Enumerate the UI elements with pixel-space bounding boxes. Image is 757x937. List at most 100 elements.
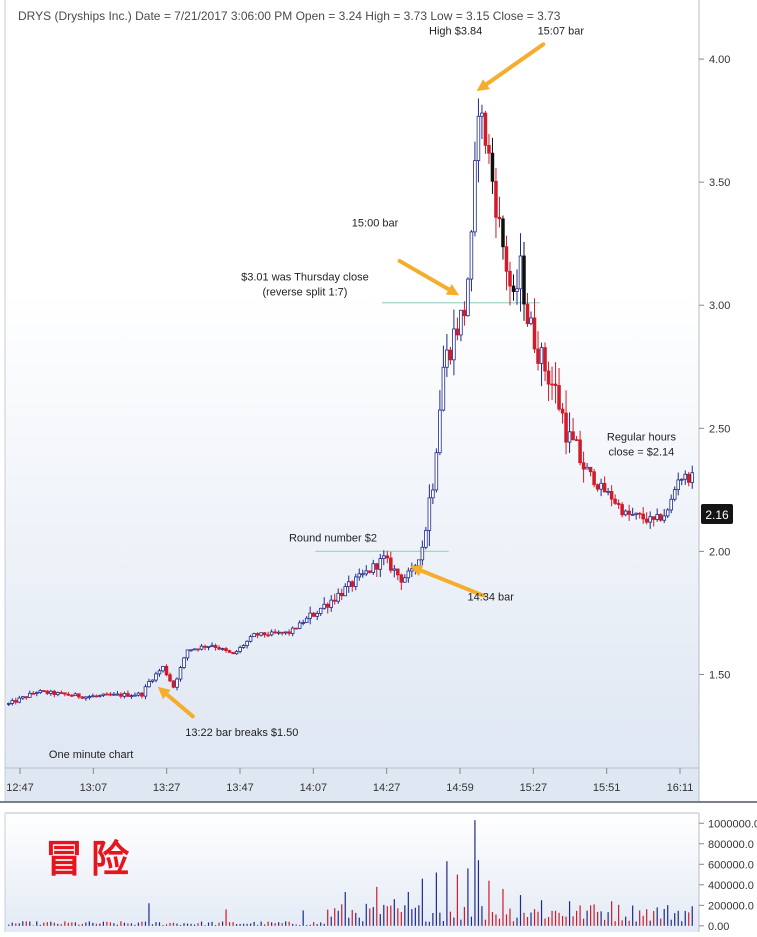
candle-body xyxy=(585,466,589,470)
candle xyxy=(273,629,277,634)
candle-body xyxy=(504,246,509,272)
candle-body xyxy=(210,645,214,647)
candle-body xyxy=(424,530,428,548)
x-tick-label: 13:27 xyxy=(153,782,181,794)
candle xyxy=(231,652,235,655)
candle-body xyxy=(648,516,652,523)
candle-body xyxy=(52,690,57,695)
x-tick-label: 13:47 xyxy=(226,782,254,794)
candle xyxy=(168,672,172,683)
candle xyxy=(63,692,67,697)
candle-body xyxy=(10,700,15,704)
candle-body xyxy=(546,370,551,385)
candle xyxy=(592,468,596,488)
candle-body xyxy=(641,513,645,520)
candle-body xyxy=(185,649,190,659)
candle-body xyxy=(199,645,204,650)
candle xyxy=(434,448,439,493)
candle-body xyxy=(17,697,22,703)
candle xyxy=(287,629,291,636)
candle-body xyxy=(525,303,530,325)
candle xyxy=(368,570,372,574)
candle xyxy=(220,647,225,651)
candle xyxy=(346,575,351,593)
candle-body xyxy=(28,692,32,698)
candle-body xyxy=(101,693,106,696)
candle xyxy=(164,664,169,677)
candle-body xyxy=(318,607,323,614)
candle-body xyxy=(434,452,439,491)
arrow-shaft xyxy=(419,568,486,598)
candle-body xyxy=(175,678,179,688)
candle-body xyxy=(283,631,288,634)
candle xyxy=(73,692,78,697)
candle xyxy=(119,692,123,699)
candle-body xyxy=(574,439,579,442)
arrow-13-22 xyxy=(157,686,195,719)
candle-body xyxy=(616,502,621,505)
candle-body xyxy=(553,383,558,386)
candle xyxy=(280,631,284,636)
candle xyxy=(28,690,32,698)
candle xyxy=(112,692,116,696)
candle xyxy=(420,540,425,565)
candle-body xyxy=(354,576,358,587)
annotation-1507-label: 15:07 bar xyxy=(538,25,585,37)
candle xyxy=(84,696,88,701)
candle-body xyxy=(220,648,225,650)
candle-body xyxy=(252,633,256,638)
candle xyxy=(494,167,498,239)
candle-body xyxy=(665,509,670,517)
candle-body xyxy=(403,577,407,583)
candle-body xyxy=(515,288,519,292)
candle xyxy=(658,513,663,522)
candle-body xyxy=(620,504,624,516)
volume-tick-label: 400000.0 xyxy=(708,880,754,892)
candle xyxy=(59,690,64,694)
candle-body xyxy=(332,599,337,602)
candle-body xyxy=(599,482,603,490)
candle-body xyxy=(462,309,467,317)
candle-body xyxy=(182,657,186,668)
x-tick-label: 14:07 xyxy=(300,782,328,794)
candle xyxy=(389,551,393,574)
candle-body xyxy=(336,592,340,602)
candle-body xyxy=(280,631,284,634)
watermark-text: 冒险 xyxy=(45,838,137,881)
candle-body xyxy=(56,692,60,695)
candle-body xyxy=(297,622,302,629)
candle xyxy=(269,629,274,637)
candle-body xyxy=(476,115,481,162)
candle xyxy=(189,649,193,652)
candle xyxy=(294,627,298,630)
candle xyxy=(171,680,176,689)
candle-body xyxy=(357,573,362,578)
x-tick-label: 15:51 xyxy=(593,782,621,794)
candle xyxy=(483,110,488,154)
candle xyxy=(311,611,316,618)
candle xyxy=(599,478,603,497)
candle-body xyxy=(161,665,165,672)
candle-body xyxy=(70,694,74,697)
candle-body xyxy=(154,673,158,681)
candle xyxy=(213,643,218,651)
arrow-shaft xyxy=(164,692,195,719)
candle xyxy=(192,648,197,651)
candle-body xyxy=(294,627,298,630)
candle xyxy=(304,616,309,624)
candle-body xyxy=(557,385,561,410)
candle xyxy=(497,196,502,228)
candle-body xyxy=(539,347,544,364)
candle-body xyxy=(45,690,50,694)
candle-body xyxy=(662,515,666,521)
candle xyxy=(567,412,572,453)
candle-body xyxy=(602,482,607,493)
candle-body xyxy=(522,255,526,305)
candle-body xyxy=(143,686,148,697)
candle-body xyxy=(35,692,39,694)
candle xyxy=(259,632,263,637)
candle xyxy=(585,463,589,470)
candle xyxy=(115,690,120,696)
candle-body xyxy=(255,633,260,636)
